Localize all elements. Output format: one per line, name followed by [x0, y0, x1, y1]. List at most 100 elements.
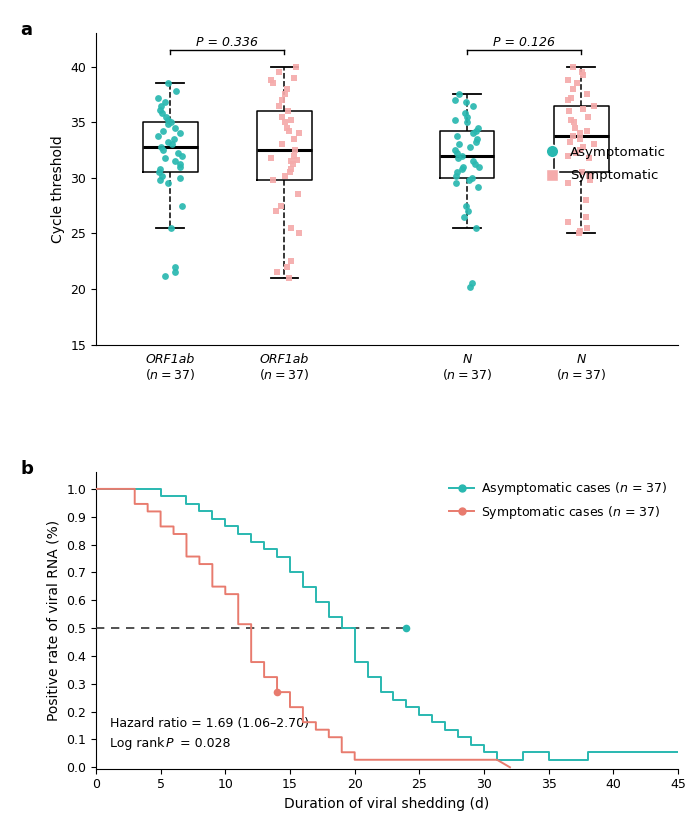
Point	[467, 126, 478, 140]
Point	[569, 121, 580, 135]
Point	[161, 110, 172, 123]
X-axis label: Duration of viral shedding (d): Duration of viral shedding (d)	[284, 797, 490, 811]
Point	[469, 158, 480, 171]
Point	[577, 69, 588, 82]
Point	[471, 132, 482, 145]
Point	[577, 140, 588, 153]
Point	[162, 177, 173, 190]
Point	[276, 93, 287, 106]
Point	[176, 199, 187, 212]
Point	[276, 138, 287, 151]
Point	[460, 106, 471, 120]
Point	[153, 129, 164, 142]
Point	[584, 174, 595, 187]
Point	[581, 221, 592, 234]
Point	[464, 174, 475, 187]
Point	[265, 73, 276, 86]
Point	[563, 93, 574, 106]
Point	[473, 180, 484, 194]
Point	[282, 260, 292, 273]
Text: ($n$ = 37): ($n$ = 37)	[145, 366, 195, 381]
Point	[461, 116, 472, 129]
Point	[286, 162, 297, 175]
Text: Log rank: Log rank	[110, 737, 169, 750]
Point	[279, 116, 290, 129]
Point	[153, 165, 164, 179]
Point	[574, 227, 585, 240]
Point	[451, 169, 462, 182]
Text: ORF1ab: ORF1ab	[145, 353, 195, 366]
Legend: Asymptomatic cases ($n$ = 37), Symptomatic cases ($n$ = 37): Asymptomatic cases ($n$ = 37), Symptomat…	[445, 475, 672, 526]
Point	[169, 155, 180, 168]
Text: N: N	[462, 353, 472, 366]
Point	[449, 113, 460, 126]
Point	[451, 165, 462, 179]
Point	[567, 82, 578, 96]
Text: ($n$ = 37): ($n$ = 37)	[442, 366, 492, 381]
Point	[563, 105, 574, 118]
Text: = 0.028: = 0.028	[176, 737, 231, 750]
Point	[160, 151, 171, 165]
Point	[470, 221, 481, 234]
Point	[584, 169, 595, 182]
Point	[283, 125, 294, 138]
Point	[166, 116, 177, 129]
Y-axis label: Positive rate of viral RNA (%): Positive rate of viral RNA (%)	[47, 520, 60, 721]
Text: P = 0.126: P = 0.126	[493, 36, 555, 48]
Point	[174, 126, 185, 140]
Point	[174, 158, 185, 171]
Point	[588, 138, 599, 151]
Point	[279, 88, 290, 101]
Point	[285, 254, 296, 268]
Point	[451, 129, 462, 142]
Point	[450, 177, 461, 190]
Point	[154, 162, 165, 175]
Text: b: b	[20, 460, 33, 479]
Point	[156, 169, 167, 182]
Point	[293, 227, 304, 240]
Point	[458, 160, 469, 174]
Point	[154, 103, 165, 116]
Text: a: a	[20, 21, 32, 39]
Point	[471, 125, 482, 138]
Text: ORF1ab: ORF1ab	[260, 353, 309, 366]
Point	[162, 113, 173, 126]
Text: P: P	[166, 737, 173, 750]
Point	[473, 121, 484, 135]
Point	[562, 215, 573, 229]
Point	[567, 60, 578, 73]
Point	[166, 221, 177, 234]
Point	[155, 174, 166, 187]
Point	[569, 116, 580, 129]
Point	[169, 132, 180, 145]
Point	[288, 158, 299, 171]
Point	[288, 132, 299, 145]
Point	[293, 126, 304, 140]
Point	[464, 280, 475, 293]
Point	[577, 102, 588, 116]
Point	[474, 160, 485, 174]
Point	[563, 177, 574, 190]
Point	[280, 169, 291, 182]
Point	[457, 149, 468, 162]
Point	[461, 110, 472, 123]
Point	[166, 138, 177, 151]
Point	[574, 132, 585, 145]
Point	[582, 125, 593, 138]
Point	[562, 73, 573, 86]
Legend: Asymptomatic, Symptomatic: Asymptomatic, Symptomatic	[534, 140, 671, 188]
Text: Hazard ratio = 1.69 (1.06–2.70): Hazard ratio = 1.69 (1.06–2.70)	[110, 717, 310, 730]
Point	[155, 99, 166, 112]
Point	[177, 149, 188, 162]
Point	[160, 269, 171, 283]
Point	[169, 121, 180, 135]
Point	[271, 204, 282, 218]
Point	[268, 174, 279, 187]
Point	[467, 277, 478, 290]
Point	[463, 204, 474, 218]
Point	[453, 138, 464, 151]
Point	[155, 140, 166, 153]
Point	[276, 199, 287, 212]
Point	[281, 121, 292, 135]
Point	[282, 82, 292, 96]
